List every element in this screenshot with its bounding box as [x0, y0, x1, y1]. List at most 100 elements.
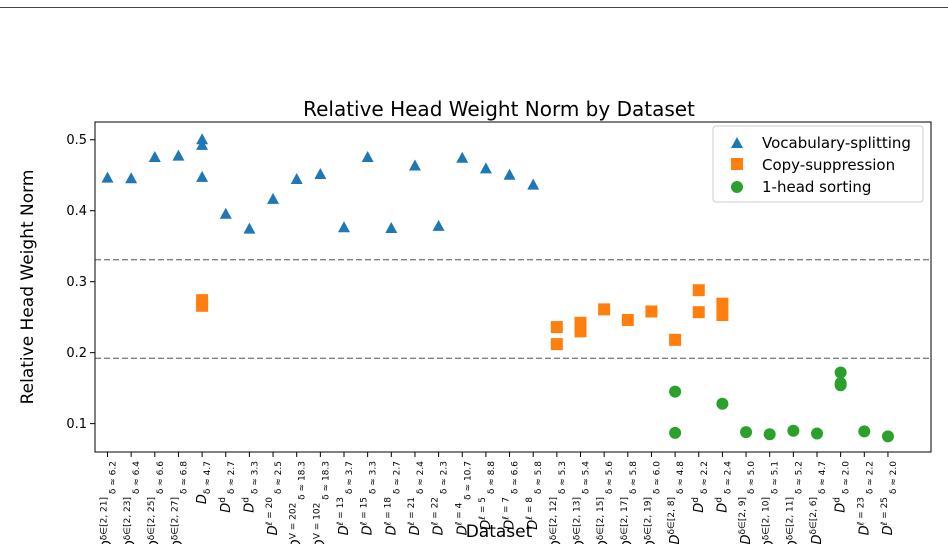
vocabulary-splitting-point-5 — [196, 138, 209, 150]
copy-suppression-point-6 — [598, 303, 611, 316]
x-tick-label-text: Dδ∈[2, 9] δ ≈ 5.0 — [738, 461, 757, 544]
x-tick-label-text: Dℓ = 4 δ ≈ 10.7 — [454, 461, 473, 535]
x-tick-label-text: Dδ∈[2, 12] δ ≈ 5.3 — [549, 461, 568, 544]
x-tick-label: Dd δ ≈ 2.0 — [833, 461, 852, 513]
x-tick-label: Dδ∈[2, 17] δ ≈ 5.8 — [620, 461, 639, 544]
1-head-sorting-point-2 — [716, 397, 729, 410]
1-head-sorting-point-1 — [669, 426, 682, 439]
vocabulary-splitting-point-17 — [456, 151, 469, 163]
vocabulary-splitting-point-0 — [101, 171, 114, 183]
x-tick-label-text: Dδ∈[2, 25] δ ≈ 6.6 — [147, 461, 166, 544]
x-tick-label-text: Dδ∈[2, 17] δ ≈ 5.8 — [620, 461, 639, 544]
1-head-sorting-point-7 — [834, 366, 847, 379]
legend: Vocabulary-splitting Copy-suppression 1-… — [712, 125, 924, 203]
y-tick-label: 0.3 — [66, 275, 87, 290]
x-tick-label: Dℓ = 8 δ ≈ 5.8 — [525, 461, 544, 530]
x-tick-label: Dδ∈[2, 11] δ ≈ 5.2 — [785, 461, 804, 544]
x-axis-label: Dataset — [466, 522, 533, 542]
x-tick-label: Dℓ = 23 δ ≈ 2.2 — [856, 461, 875, 535]
vocabulary-splitting-point-6 — [196, 170, 209, 182]
x-tick-label: Dd δ ≈ 2.4 — [714, 461, 733, 513]
x-tick-label: Dd δ ≈ 2.2 — [691, 461, 710, 513]
x-tick-label-text: Dd δ ≈ 2.7 — [218, 461, 237, 513]
vocabulary-splitting-point-16 — [432, 219, 445, 231]
x-tick-label-text: Dd δ ≈ 2.2 — [691, 461, 710, 513]
vocabulary-splitting-point-10 — [290, 172, 303, 184]
vocabulary-splitting-point-14 — [385, 221, 398, 233]
vocabulary-splitting-point-3 — [172, 149, 185, 161]
1-head-sorting-point-9 — [834, 379, 847, 392]
x-tick-label-text: Dℓ = 25 δ ≈ 2.0 — [880, 461, 899, 536]
x-tick-label: Dℓ = 7 δ ≈ 6.6 — [502, 461, 521, 530]
copy-suppression-point-9 — [669, 333, 682, 346]
x-tick-label: Dδ∈[2, 27] δ ≈ 6.8 — [170, 461, 189, 544]
legend-triangle-marker — [731, 137, 743, 148]
x-tick-label: Dδ∈[2, 23] δ ≈ 6.4 — [123, 461, 142, 544]
x-tick-label: Dδ ≈ 4.7 — [195, 461, 213, 504]
x-tick-label-text: Dd δ ≈ 3.3 — [241, 461, 260, 513]
x-tick-label-text: Dδ∈[2, 8] δ ≈ 4.8 — [667, 461, 686, 544]
x-tick-label-text: Dδ∈[2, 6] δ ≈ 4.7 — [809, 461, 828, 544]
1-head-sorting-point-10 — [858, 425, 871, 438]
x-axis: Dδ∈[2, 21] δ ≈ 6.2Dδ∈[2, 23] δ ≈ 6.4 Dδ∈[… — [100, 452, 899, 544]
x-tick-label-text: Dℓ = 21 δ ≈ 2.4 — [407, 461, 426, 536]
x-tick-label-text: Dd δ ≈ 2.0 — [833, 461, 852, 513]
x-tick-label: Dδ∈[2, 8] δ ≈ 4.8 — [667, 461, 686, 544]
x-tick-label: Dδ∈[2, 12] δ ≈ 5.3 — [549, 461, 568, 544]
x-tick-label: Dd δ ≈ 3.3 — [241, 461, 260, 513]
x-tick-label-text: Dδ∈[2, 21] δ ≈ 6.2 — [100, 461, 119, 544]
x-tick-label: Dℓ = 20 δ ≈ 2.5 — [265, 461, 284, 535]
copy-suppression-point-2 — [550, 321, 563, 334]
x-tick-label: Dδ∈[2, 21] δ ≈ 6.2 — [100, 461, 119, 544]
legend-frame — [712, 125, 924, 203]
legend-label-1-head-sorting: 1-head sorting — [762, 178, 871, 196]
copy-suppression-point-3 — [550, 338, 563, 351]
vocabulary-splitting-point-11 — [314, 168, 327, 180]
vocabulary-splitting-point-15 — [408, 159, 421, 171]
y-axis-label: Relative Head Weight Norm — [18, 170, 38, 405]
x-tick-label: DV = 202 δ ≈ 18.3 — [289, 461, 308, 544]
copy-suppression-point-11 — [692, 306, 705, 319]
x-tick-label: Dδ∈[2, 19] δ ≈ 6.0 — [643, 461, 662, 544]
y-tick-label: 0.5 — [66, 133, 87, 148]
legend-label-copy-suppression: Copy-suppression — [762, 156, 895, 174]
vocabulary-splitting-point-20 — [527, 178, 540, 190]
vocabulary-splitting-point-2 — [148, 150, 161, 162]
y-tick-label: 0.2 — [66, 346, 87, 361]
x-tick-label-text: DV = 102 δ ≈ 18.3 — [312, 461, 331, 544]
x-tick-label-text: Dℓ = 7 δ ≈ 6.6 — [502, 461, 521, 530]
copy-suppression-point-1 — [196, 299, 209, 312]
top-border-line — [0, 7, 948, 8]
copy-suppression-point-7 — [621, 314, 634, 326]
x-tick-label-text: Dℓ = 8 δ ≈ 5.8 — [525, 461, 544, 530]
x-tick-label: Dd δ ≈ 2.7 — [218, 461, 237, 513]
legend-square-marker — [731, 158, 743, 170]
1-head-sorting-point-6 — [811, 427, 823, 440]
vocabulary-splitting-point-12 — [338, 221, 350, 233]
x-tick-label-text: Dδ∈[2, 27] δ ≈ 6.8 — [170, 461, 189, 544]
x-tick-label-text: Dδ∈[2, 15] δ ≈ 5.6 — [596, 461, 615, 544]
vocabulary-splitting-point-18 — [479, 162, 492, 174]
x-tick-label-text: Dℓ = 20 δ ≈ 2.5 — [265, 461, 284, 535]
x-tick-label: Dℓ = 13 δ ≈ 3.7 — [336, 461, 355, 535]
x-tick-label-text: Dδ ≈ 4.7 — [195, 461, 213, 504]
x-tick-label-text: DV = 202 δ ≈ 18.3 — [289, 461, 308, 544]
1-head-sorting-point-11 — [881, 430, 894, 443]
x-tick-label: Dδ∈[2, 15] δ ≈ 5.6 — [596, 461, 615, 544]
x-tick-label: Dδ∈[2, 9] δ ≈ 5.0 — [738, 461, 757, 544]
legend-label-vocabulary-splitting: Vocabulary-splitting — [762, 134, 911, 152]
vocabulary-splitting-point-7 — [219, 207, 232, 219]
x-tick-label: Dℓ = 21 δ ≈ 2.4 — [407, 461, 426, 536]
x-tick-label: Dδ∈[2, 25] δ ≈ 6.6 — [147, 461, 166, 544]
1-head-sorting-point-5 — [787, 424, 800, 437]
x-tick-label-text: Dδ∈[2, 19] δ ≈ 6.0 — [643, 461, 662, 544]
copy-suppression-point-10 — [692, 284, 705, 297]
x-tick-label: DV = 102 δ ≈ 18.3 — [312, 461, 331, 544]
x-tick-label: Dℓ = 18 δ ≈ 2.7 — [383, 461, 402, 535]
y-tick-label: 0.4 — [66, 204, 87, 219]
copy-suppression-point-5 — [574, 325, 587, 338]
x-tick-label-text: Dδ∈[2, 13] δ ≈ 5.4 — [573, 461, 592, 544]
x-tick-label: Dℓ = 22 δ ≈ 2.3 — [431, 461, 450, 535]
copy-suppression-point-13 — [716, 309, 729, 322]
